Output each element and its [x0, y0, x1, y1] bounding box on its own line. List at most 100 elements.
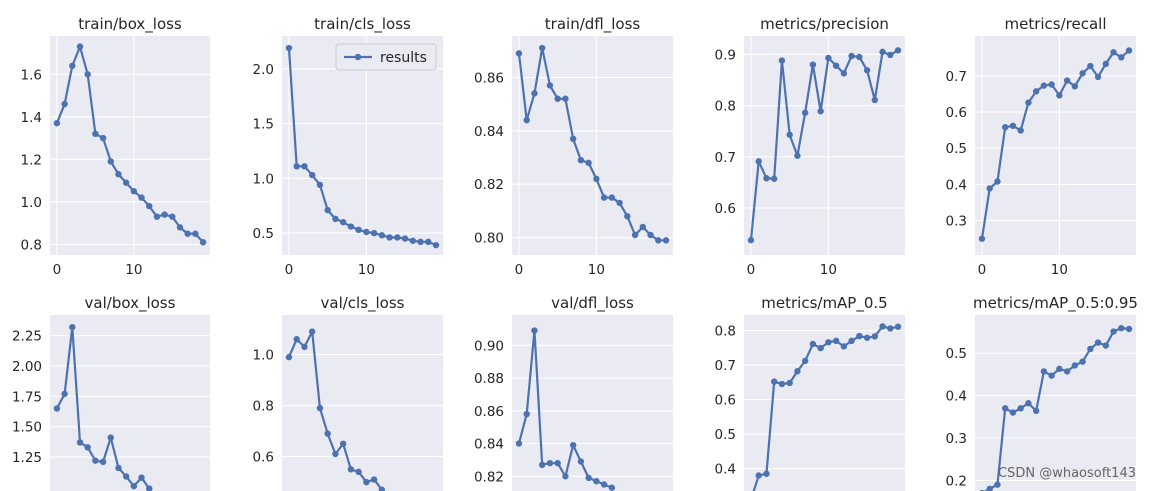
data-point [115, 171, 122, 178]
subplot-1: train/cls_loss 0.5 1.0 1.5 2.0 0 10 results [253, 15, 443, 278]
data-point [53, 119, 61, 127]
data-point [786, 131, 793, 138]
series-line [749, 49, 899, 241]
plot-background [512, 36, 673, 255]
data-point [1094, 73, 1102, 81]
data-point [562, 95, 569, 102]
data-point [409, 237, 417, 244]
data-point [515, 50, 523, 57]
data-point [585, 474, 592, 482]
y-tick-label: 0.9 [715, 47, 736, 63]
y-tick-label: 0.90 [474, 338, 504, 354]
data-point [1048, 81, 1055, 88]
subplot-4: metrics/recall 0.3 0.4 0.5 0.6 0.7 0 10 [946, 15, 1136, 278]
data-point [169, 213, 176, 220]
data-point [863, 334, 871, 341]
data-point [308, 328, 316, 335]
data-point [69, 62, 76, 69]
data-point [554, 95, 561, 102]
x-tick-label: 10 [588, 262, 605, 278]
y-tick-label: 0.8 [253, 399, 274, 415]
y-tick-label: 0.3 [946, 431, 967, 447]
data-point [432, 241, 440, 249]
data-point [1079, 358, 1086, 365]
data-point [1040, 82, 1048, 89]
legend-box [335, 43, 437, 71]
data-point [832, 337, 840, 345]
data-point [778, 57, 786, 64]
data-point [316, 404, 324, 412]
data-point [986, 485, 993, 491]
data-point [1071, 83, 1079, 90]
y-tick-label: 1.25 [12, 450, 42, 466]
data-point [986, 185, 993, 192]
data-point [339, 440, 347, 448]
data-point [825, 339, 832, 346]
data-point [355, 468, 362, 476]
data-point [1001, 405, 1009, 412]
data-point [425, 238, 432, 246]
data-point [531, 327, 538, 334]
data-point [817, 108, 824, 115]
subplot-title: val/box_loss [85, 294, 176, 313]
watermark: CSDN @whaosoft143 [998, 466, 1136, 481]
data-point [192, 230, 199, 237]
data-point [394, 234, 401, 241]
series-results [515, 44, 670, 244]
subplot-3: metrics/precision 0.6 0.7 0.8 0.9 0 10 [715, 15, 905, 278]
data-point [316, 181, 324, 189]
data-point [879, 48, 886, 56]
data-point [53, 405, 61, 412]
subplot-5: val/box_loss 1.25 1.50 1.75 2.00 2.25 [12, 294, 210, 491]
data-point [1125, 47, 1133, 54]
data-point [184, 230, 191, 237]
data-point [794, 152, 801, 159]
data-point [301, 343, 308, 351]
data-point [1009, 122, 1017, 129]
data-point [1056, 365, 1063, 373]
data-point [1071, 362, 1079, 369]
data-point [801, 109, 809, 116]
data-point [107, 434, 114, 441]
data-point [285, 44, 293, 52]
y-tick-label: 0.6 [946, 105, 967, 121]
series-results [53, 323, 153, 491]
plot-background [282, 315, 443, 491]
y-tick-label: 0.82 [474, 177, 504, 193]
data-point [546, 82, 554, 89]
y-tick-label: 0.4 [946, 389, 967, 405]
data-point [647, 231, 654, 239]
data-point [161, 211, 168, 218]
data-point [763, 470, 770, 477]
data-point [763, 175, 770, 182]
data-point [531, 90, 538, 97]
data-point [69, 323, 76, 331]
data-point [176, 224, 184, 231]
series-results [978, 47, 1133, 242]
y-tick-label: 2.00 [12, 359, 42, 375]
data-point [293, 336, 300, 343]
x-tick-label: 10 [358, 262, 375, 278]
x-tick-label: 10 [1051, 262, 1068, 278]
data-point [153, 213, 161, 220]
subplot-title: train/box_loss [78, 15, 182, 34]
data-point [786, 379, 793, 387]
data-point [363, 228, 370, 236]
data-point [585, 159, 592, 167]
series-results [53, 43, 207, 246]
subplot-title: metrics/precision [760, 15, 889, 33]
plot-background [975, 315, 1136, 491]
y-tick-label: 0.5 [946, 346, 967, 362]
data-point [577, 458, 585, 465]
y-tick-label: 0.8 [21, 237, 42, 253]
subplot-title: val/cls_loss [321, 294, 405, 313]
subplot-title: metrics/mAP_0.5 [761, 294, 887, 313]
y-tick-label: 0.86 [474, 404, 504, 420]
y-tick-label: 0.4 [946, 177, 967, 193]
y-tick-label: 1.5 [253, 117, 274, 133]
data-point [1102, 342, 1110, 349]
y-tick-label: 0.7 [715, 358, 736, 374]
data-point [616, 199, 623, 207]
data-point [61, 100, 68, 108]
